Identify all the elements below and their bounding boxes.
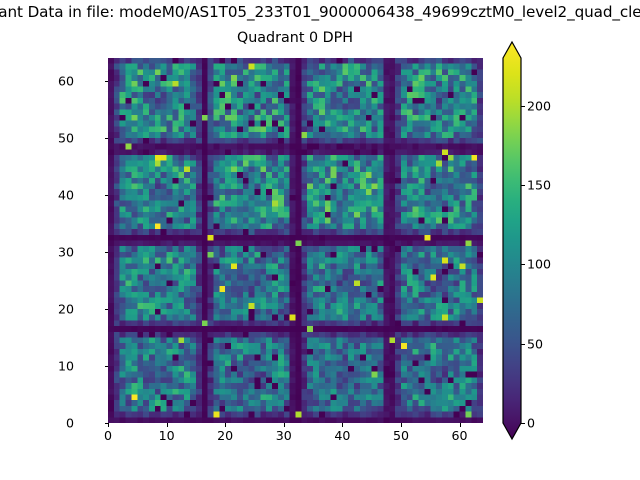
axes-title: Quadrant 0 DPH	[236, 30, 354, 46]
x-tick-mark	[400, 423, 402, 427]
y-tick-label: 30	[57, 244, 74, 260]
x-tick-mark	[342, 423, 344, 427]
x-tick-label: 10	[158, 428, 175, 443]
x-tick-label: 30	[275, 428, 292, 443]
y-tick-mark	[104, 365, 108, 367]
colorbar-tick-mark	[521, 343, 525, 345]
x-tick-label: 20	[217, 428, 234, 443]
x-tick-mark	[459, 423, 461, 427]
y-tick-mark	[104, 80, 108, 82]
x-tick-label: 0	[103, 428, 113, 443]
colorbar-gradient	[502, 40, 522, 441]
x-tick-mark	[283, 423, 285, 427]
colorbar-tick-label: 200	[527, 98, 552, 114]
heatmap-image	[108, 58, 483, 423]
colorbar-tick-label: 0	[527, 415, 536, 431]
colorbar-tick-mark	[521, 264, 525, 266]
y-tick-label: 0	[65, 415, 74, 431]
x-tick-label: 50	[392, 428, 409, 443]
y-tick-mark	[104, 423, 108, 424]
x-tick-mark	[108, 423, 109, 427]
colorbar	[502, 40, 522, 441]
y-tick-mark	[104, 308, 108, 310]
x-tick-mark	[225, 423, 227, 427]
colorbar-tick-label: 50	[527, 336, 544, 352]
y-tick-label: 20	[57, 301, 74, 317]
colorbar-tick-mark	[521, 423, 525, 424]
y-tick-label: 60	[57, 73, 74, 89]
y-tick-label: 40	[57, 187, 74, 203]
colorbar-tick-label: 100	[527, 256, 552, 272]
y-tick-label: 50	[57, 130, 74, 146]
colorbar-tick-label: 150	[527, 177, 552, 193]
x-tick-mark	[166, 423, 168, 427]
y-tick-mark	[104, 194, 108, 196]
figure-suptitle: Quadrant Data in file: modeM0/AS1T05_233…	[0, 3, 640, 21]
y-tick-mark	[104, 137, 108, 139]
y-tick-mark	[104, 251, 108, 253]
colorbar-tick-mark	[521, 105, 525, 107]
x-tick-label: 40	[334, 428, 351, 443]
colorbar-tick-mark	[521, 184, 525, 186]
y-tick-label: 10	[57, 358, 74, 374]
heatmap-axes	[108, 58, 483, 423]
x-tick-label: 60	[451, 428, 468, 443]
